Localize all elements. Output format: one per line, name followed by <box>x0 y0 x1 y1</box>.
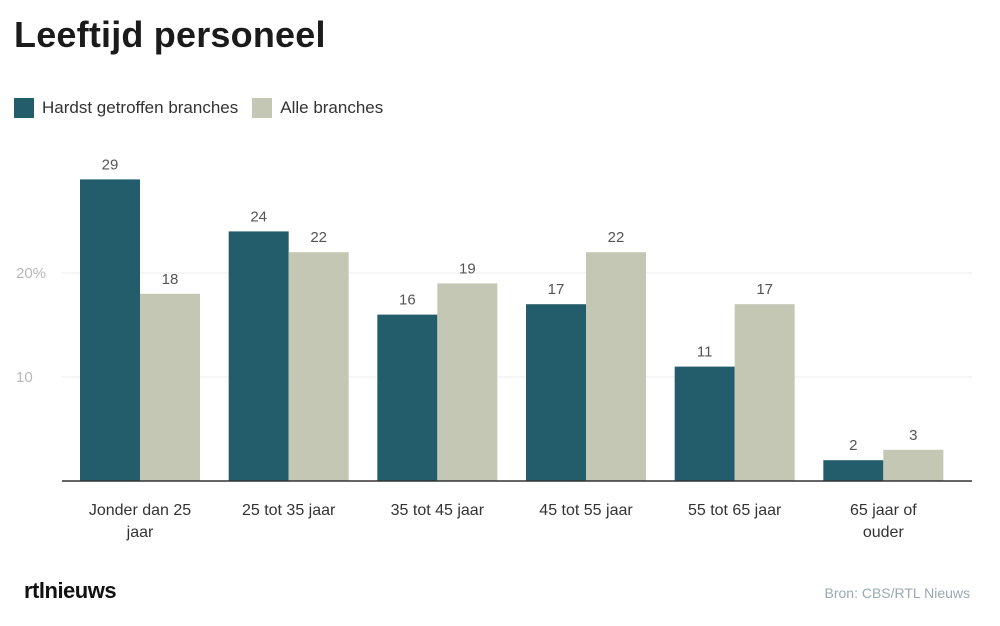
bar-1-5 <box>883 449 944 481</box>
legend-swatch-alle <box>252 98 273 118</box>
legend: Hardst getroffen branches Alle branches <box>14 98 383 118</box>
category-label-1-0: 25 tot 35 jaar <box>242 502 336 519</box>
legend-swatch-hardst <box>14 98 34 118</box>
bar-0-2 <box>377 314 438 481</box>
bar-0-3 <box>526 304 586 481</box>
y-tick-label-0: 10 <box>16 369 33 386</box>
chart-title: Leeftijd personeel <box>14 14 326 55</box>
category-label-4-0: 55 tot 65 jaar <box>688 502 782 519</box>
category-label-5-0: 65 jaar of <box>850 502 917 519</box>
data-label-1-3: 22 <box>608 229 625 246</box>
source-note: Bron: CBS/RTL Nieuws <box>824 585 971 601</box>
data-label-1-5: 3 <box>909 427 917 444</box>
bar-1-1 <box>288 252 349 481</box>
y-tick-label-1: 20% <box>16 265 46 282</box>
data-label-0-4: 11 <box>697 344 713 361</box>
data-label-0-1: 24 <box>250 208 267 225</box>
bar-0-1 <box>228 231 289 481</box>
data-label-1-0: 18 <box>162 271 179 288</box>
category-label-2-0: 35 tot 45 jaar <box>391 502 485 519</box>
category-label-0-1: jaar <box>126 524 154 541</box>
legend-label-hardst: Hardst getroffen branches <box>42 98 239 117</box>
bar-0-5 <box>823 460 884 481</box>
data-label-0-5: 2 <box>849 437 857 454</box>
data-label-1-1: 22 <box>310 229 327 246</box>
category-label-3-0: 45 tot 55 jaar <box>539 502 633 519</box>
data-label-1-2: 19 <box>459 260 476 277</box>
brand-logo: rtlnieuws <box>24 578 117 603</box>
bar-1-4 <box>734 304 795 481</box>
category-label-0-0: Jonder dan 25 <box>89 502 191 519</box>
data-label-0-2: 16 <box>399 292 416 309</box>
category-label-5-1: ouder <box>863 524 905 541</box>
bar-0-0 <box>80 179 140 481</box>
bar-1-3 <box>586 252 646 481</box>
legend-item-alle: Alle branches <box>252 98 383 118</box>
bar-0-4 <box>674 366 735 481</box>
legend-label-alle: Alle branches <box>280 98 384 117</box>
data-label-0-0: 29 <box>102 156 119 173</box>
data-label-1-4: 17 <box>756 281 773 298</box>
data-label-0-3: 17 <box>548 281 565 298</box>
bar-1-0 <box>140 293 200 481</box>
bar-1-2 <box>437 283 498 481</box>
legend-item-hardst: Hardst getroffen branches <box>14 98 238 118</box>
